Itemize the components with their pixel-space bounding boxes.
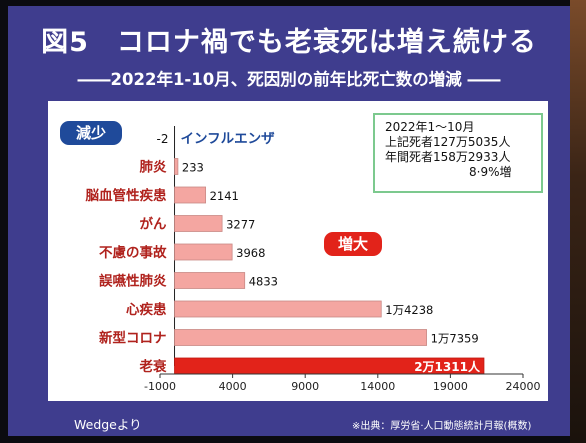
data-label: 2万1311人 (414, 359, 481, 374)
increase-badge: 増大 (324, 232, 382, 256)
bar (174, 158, 179, 175)
note-deaths-annual: 年間死者158万2933人 (385, 150, 511, 164)
x-tick-label: 4000 (219, 380, 247, 393)
data-label: 1万4238 (385, 303, 433, 317)
data-label: 3277 (226, 218, 255, 232)
note-increase-rate: 8·9%増 (469, 165, 512, 179)
chart-subtitle: ――2022年1-10月、死因別の前年比死亡数の増減 ―― (77, 70, 501, 89)
source-text: ※出典：厚労省·人口動態統計月報(概数) (352, 421, 532, 432)
category-label: インフルエンザ (181, 131, 276, 147)
x-tick-label: 9000 (291, 380, 319, 393)
bar-chart: インフルエンザ -2 肺炎 233 脳血管性疾患 2141 がん 3277 不慮の事故 3968 誤… (86, 126, 541, 393)
x-tick-label: 19000 (433, 380, 468, 393)
x-tick-label: -1000 (144, 380, 176, 393)
category-label: 誤嚥性肺炎 (99, 273, 167, 290)
category-label: がん (140, 216, 167, 233)
decrease-badge: 減少 (60, 121, 122, 145)
x-tick-label: 24000 (506, 380, 541, 393)
category-label: 肺炎 (140, 160, 167, 176)
data-label: 3968 (236, 246, 265, 260)
bar (174, 186, 207, 204)
note-deaths-listed: 上記死者127万5035人 (385, 135, 511, 149)
chart-panel: インフルエンザ -2 肺炎 233 脳血管性疾患 2141 がん 3277 不慮の事故 3968 誤… (48, 101, 548, 401)
side-frame (570, 0, 586, 443)
category-label: 老衰 (140, 358, 167, 375)
category-label: 心疾患 (126, 301, 167, 318)
x-tick-label: 14000 (360, 380, 395, 393)
category-label: 新型コロナ (99, 330, 167, 347)
bar (174, 329, 427, 346)
data-label: -2 (157, 132, 169, 146)
data-label: 4833 (249, 275, 278, 289)
slide-background: 図5 コロナ禍でも老衰死は増え続ける ――2022年1-10月、死因別の前年比死… (8, 6, 570, 436)
summary-note-box: 2022年1～10月 上記死者127万5035人 年間死者158万2933人 8… (373, 113, 543, 193)
data-label: 2141 (210, 189, 239, 203)
data-label: 1万7359 (431, 332, 479, 346)
credit-text: Wedgeより (74, 417, 142, 432)
bar (174, 215, 223, 232)
chart-title: 図5 コロナ禍でも老衰死は増え続ける (41, 27, 537, 58)
category-label: 脳血管性疾患 (86, 187, 167, 204)
note-period: 2022年1～10月 (385, 120, 475, 134)
data-label: 233 (182, 161, 204, 175)
bar (174, 243, 233, 261)
bar (174, 300, 382, 318)
category-label: 不慮の事故 (99, 244, 167, 261)
bar (174, 272, 246, 289)
